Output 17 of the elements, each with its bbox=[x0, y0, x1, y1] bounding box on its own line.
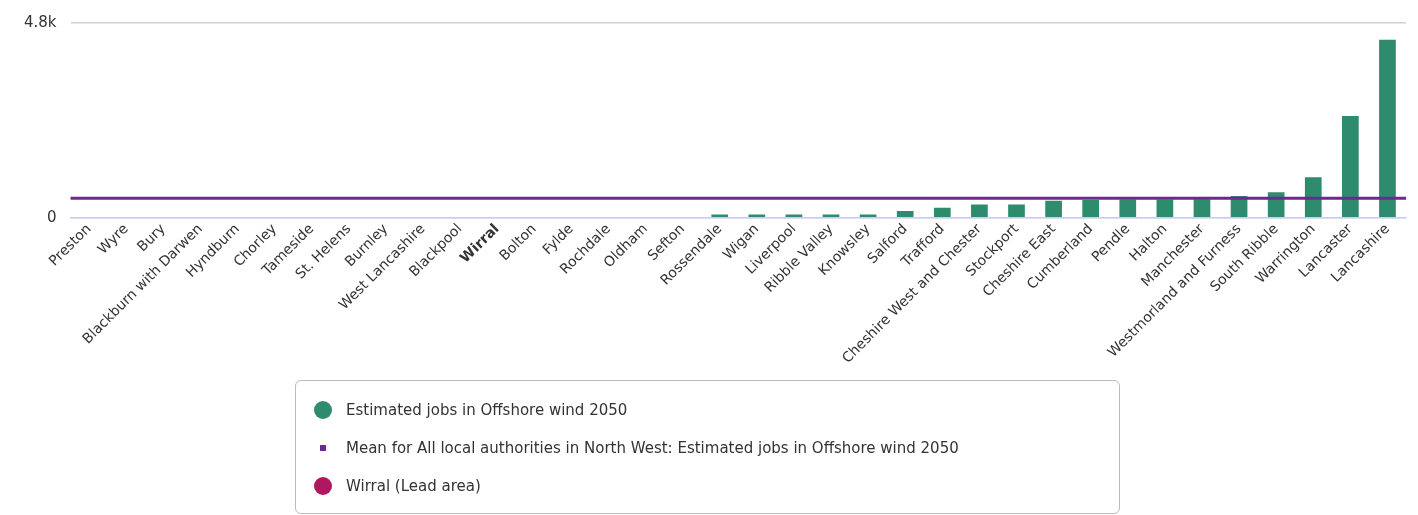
y-tick-label: 0 bbox=[46, 207, 57, 226]
legend-label: Estimated jobs in Offshore wind 2050 bbox=[346, 401, 628, 419]
bar bbox=[1119, 199, 1137, 218]
bar bbox=[971, 204, 988, 218]
bar bbox=[1045, 200, 1062, 218]
bar bbox=[1082, 199, 1100, 218]
bar bbox=[896, 210, 914, 218]
bar bbox=[933, 207, 951, 218]
bar bbox=[1304, 177, 1322, 218]
bar bbox=[1379, 39, 1396, 218]
bar bbox=[1342, 115, 1359, 218]
legend-label: Mean for All local authorities in North West: Estimated jobs in Offshore wind 2050 bbox=[346, 439, 959, 457]
y-tick-label: 4.8k bbox=[23, 12, 57, 31]
bar bbox=[1008, 204, 1025, 218]
bar bbox=[1156, 199, 1174, 218]
bar bbox=[1193, 199, 1211, 218]
legend-label: Wirral (Lead area) bbox=[346, 477, 481, 495]
